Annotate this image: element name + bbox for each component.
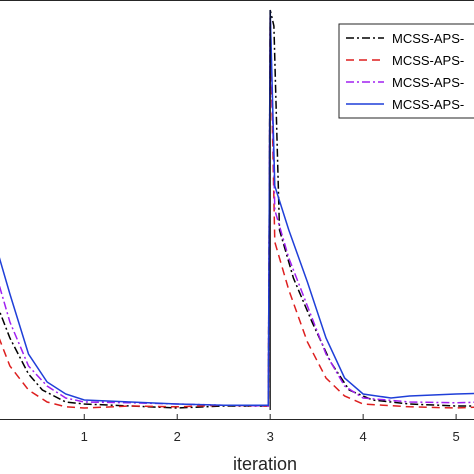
x-tick-label: 2 — [174, 429, 181, 444]
legend: MCSS-APS- MCSS-APS- MCSS-APS- MCSS-APS- — [338, 23, 474, 119]
plot-frame-group — [0, 0, 474, 420]
series-line-4 — [0, 9, 474, 406]
legend-label-3: MCSS-APS- — [392, 75, 464, 90]
x-tick-label: 4 — [360, 429, 367, 444]
series-layer — [0, 9, 474, 410]
x-tick-label: 1 — [81, 429, 88, 444]
legend-label-1: MCSS-APS- — [392, 31, 464, 46]
series-line-3 — [0, 13, 474, 407]
x-tick-label: 5 — [452, 429, 459, 444]
legend-box — [338, 23, 474, 119]
x-tick-label: 3 — [267, 429, 274, 444]
legend-label-4: MCSS-APS- — [392, 97, 464, 112]
x-axis-label: iteration — [233, 454, 297, 474]
x-tick-layer: 1 2 3 4 5 — [81, 414, 460, 444]
legend-label-2: MCSS-APS- — [392, 53, 464, 68]
